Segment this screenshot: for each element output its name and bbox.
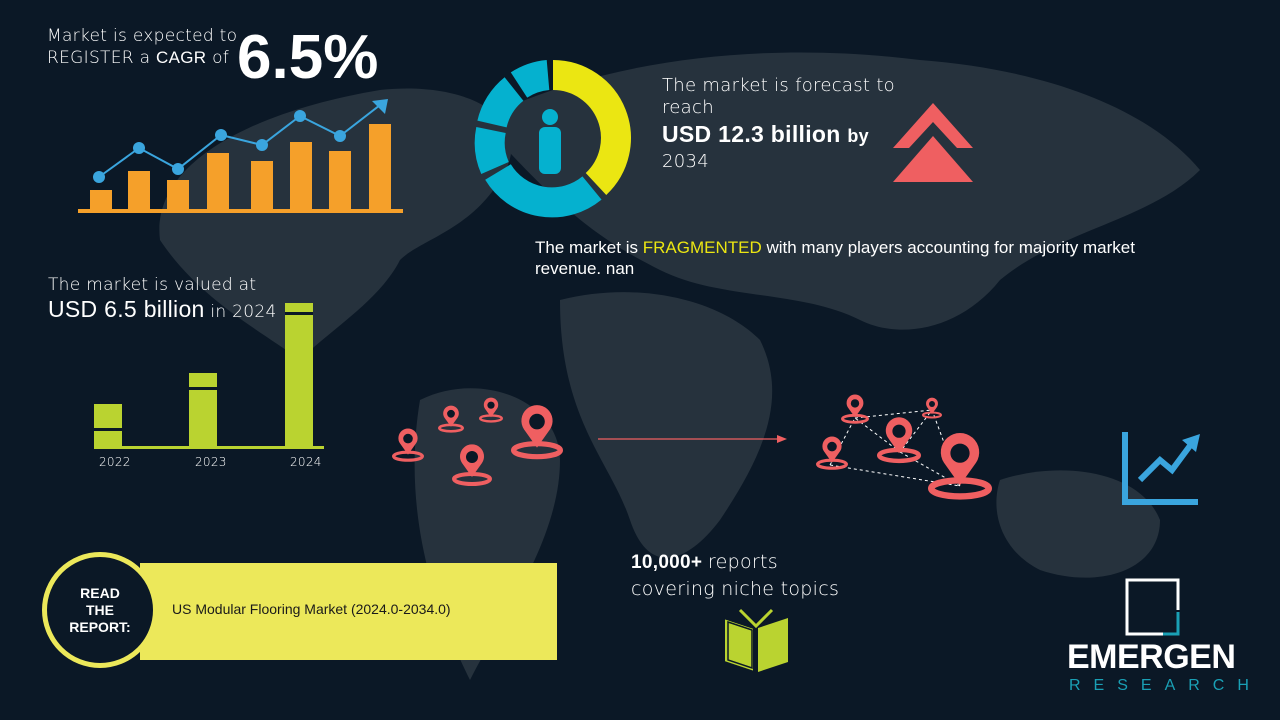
- fragmented-text: The market is FRAGMENTED with many playe…: [535, 237, 1235, 279]
- cagr-text: Market is expected to REGISTER a CAGR of: [47, 26, 237, 69]
- cagr-line2-suffix: of: [212, 48, 230, 68]
- cagr-line2-prefix: REGISTER a: [47, 48, 151, 68]
- forecast-by: by: [847, 126, 869, 146]
- valued-line1: The market is valued at: [48, 275, 257, 295]
- forecast-line2: reach: [662, 97, 714, 118]
- fragmented-line2: revenue. nan: [535, 259, 635, 278]
- forecast-year: 2034: [662, 151, 710, 172]
- read-label: READ: [80, 584, 120, 601]
- report-title-link[interactable]: US Modular Flooring Market (2024.0-2034.…: [172, 601, 451, 617]
- forecast-line1: The market is forecast to: [662, 75, 895, 96]
- fragmented-prefix: The market is: [535, 238, 638, 257]
- cagr-label: CAGR: [156, 48, 207, 67]
- reports-count: 10,000+: [631, 552, 703, 573]
- forecast-value: USD 12.3 billion: [662, 121, 841, 147]
- year-label-2024: 2024: [290, 455, 322, 469]
- cagr-value: 6.5%: [237, 23, 379, 92]
- fragmented-highlight: FRAGMENTED: [642, 238, 762, 257]
- logo-sub: RESEARCH: [1069, 677, 1262, 694]
- arrow-head-icon: [372, 99, 388, 114]
- valued-text: The market is valued at USD 6.5 billion …: [48, 274, 277, 323]
- growth-bars: [90, 124, 391, 211]
- reports-line2: covering niche topics: [631, 578, 840, 600]
- cagr-line1: Market is expected to: [47, 26, 238, 46]
- valued-suffix: in 2024: [210, 302, 277, 322]
- year-label-2022: 2022: [99, 455, 131, 469]
- the-label: THE: [86, 601, 114, 618]
- reports-text: 10,000+ reports covering niche topics: [631, 549, 839, 602]
- report-banner[interactable]: US Modular Flooring Market (2024.0-2034.…: [140, 563, 557, 660]
- reports-suffix: reports: [707, 551, 778, 573]
- read-report-button[interactable]: READ THE REPORT:: [42, 552, 158, 668]
- report-label: REPORT:: [69, 618, 131, 635]
- valued-value: USD 6.5 billion: [48, 296, 205, 322]
- fragmented-suffix: with many players accounting for majorit…: [766, 238, 1135, 257]
- logo-name: EMERGEN: [1067, 638, 1236, 676]
- year-label-2023: 2023: [195, 455, 227, 469]
- forecast-text: The market is forecast to reach USD 12.3…: [662, 75, 895, 173]
